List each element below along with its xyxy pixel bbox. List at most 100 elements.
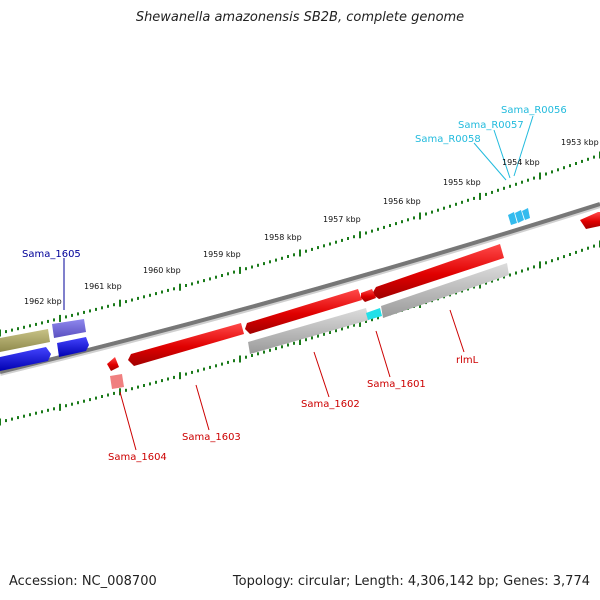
- callout-line-r0056: [513, 115, 534, 177]
- ruler-upper-minor-tick: [353, 235, 355, 239]
- ruler-lower-minor-tick: [107, 393, 109, 397]
- gene-sama-1603: [128, 323, 244, 366]
- ruler-lower-minor-tick: [245, 355, 247, 359]
- ruler-upper-minor-tick: [155, 292, 157, 296]
- ruler-upper-minor-tick: [77, 312, 79, 316]
- ruler-lower-minor-tick: [347, 325, 349, 329]
- ruler-upper-minor-tick: [53, 318, 55, 322]
- ruler-upper-minor-tick: [11, 328, 13, 332]
- ruler-upper-major-tick: [359, 231, 361, 239]
- ruler-upper-minor-tick: [35, 322, 37, 326]
- ruler-lower-minor-tick: [29, 413, 31, 417]
- ruler-upper-major-tick: [239, 266, 241, 274]
- ruler-lower-minor-tick: [113, 391, 115, 395]
- ruler-lower-minor-tick: [263, 350, 265, 354]
- ruler-upper-minor-tick: [161, 290, 163, 294]
- label-sama-1602: Sama_1602: [301, 399, 360, 410]
- ruler-upper-minor-tick: [215, 275, 217, 279]
- ruler-lower-minor-tick: [23, 414, 25, 418]
- ruler-upper-major-tick: [539, 172, 541, 180]
- ruler-lower-minor-tick: [233, 359, 235, 363]
- label-rlml: rlmL: [456, 355, 479, 366]
- ruler-lower-minor-tick: [89, 398, 91, 402]
- ruler-lower-minor-tick: [203, 367, 205, 371]
- ruler-lower-minor-tick: [191, 370, 193, 374]
- tick-label-1957: 1957 kbp: [323, 215, 361, 224]
- ruler-lower-minor-tick: [17, 416, 19, 420]
- ruler-lower-minor-tick: [527, 267, 529, 271]
- gene-sama-1601: [361, 289, 376, 302]
- ruler-upper-minor-tick: [377, 227, 379, 231]
- ruler-upper-minor-tick: [197, 280, 199, 284]
- ruler-lower-minor-tick: [167, 377, 169, 381]
- ruler-lower-minor-tick: [227, 360, 229, 364]
- ruler-upper-major-tick: [299, 249, 301, 257]
- ruler-lower-minor-tick: [323, 332, 325, 336]
- ruler-upper-major-tick: [479, 192, 481, 200]
- ruler-upper-minor-tick: [515, 182, 517, 186]
- callout-line-sama-1603: [195, 384, 210, 431]
- ruler-lower-major-tick: [359, 319, 361, 327]
- ruler-upper-minor-tick: [305, 249, 307, 253]
- ruler-lower-minor-tick: [221, 362, 223, 366]
- ruler-lower-major-tick: [119, 388, 121, 396]
- tick-label-1955: 1955 kbp: [443, 178, 481, 187]
- ruler-lower-minor-tick: [131, 387, 133, 391]
- ruler-lower-minor-tick: [569, 253, 571, 256]
- ruler-lower-minor-tick: [161, 379, 163, 383]
- ruler-lower-minor-tick: [257, 352, 259, 356]
- gene-sama-1601-annotation: [366, 308, 382, 320]
- ruler-upper-minor-tick: [569, 164, 571, 168]
- tick-label-1962: 1962 kbp: [24, 297, 62, 306]
- tick-label-1954: 1954 kbp: [502, 158, 540, 167]
- ruler-lower-minor-tick: [515, 271, 517, 275]
- ruler-upper-minor-tick: [395, 222, 397, 226]
- tick-label-1959: 1959 kbp: [203, 250, 241, 259]
- gene-reverse-blue-2: [0, 347, 51, 371]
- ruler-lower-minor-tick: [467, 287, 469, 291]
- ruler-lower-minor-tick: [485, 281, 487, 285]
- label-sama-r0057: Sama_R0057: [458, 120, 524, 131]
- ruler-lower-minor-tick: [101, 395, 103, 398]
- ruler-upper-minor-tick: [167, 288, 169, 292]
- ruler-lower-minor-tick: [251, 354, 253, 357]
- ruler-lower-minor-tick: [185, 372, 187, 376]
- tick-label-1960: 1960 kbp: [143, 266, 181, 275]
- ruler-upper-minor-tick: [65, 315, 67, 319]
- ruler-upper-minor-tick: [95, 307, 97, 311]
- ruler-upper-minor-tick: [23, 325, 25, 329]
- ruler-lower-minor-tick: [581, 248, 583, 252]
- ruler-upper-minor-tick: [71, 313, 73, 317]
- callout-line-sama-1604: [119, 391, 137, 451]
- ruler-upper-minor-tick: [251, 265, 253, 269]
- ruler-lower-minor-tick: [65, 404, 67, 408]
- ruler-lower-minor-tick: [311, 336, 313, 340]
- ruler-lower-major-tick: [0, 418, 1, 426]
- ruler-lower-minor-tick: [377, 316, 379, 320]
- ruler-upper-minor-tick: [113, 303, 115, 307]
- trna-marker-r0058: [508, 212, 517, 225]
- ruler-lower-minor-tick: [47, 408, 49, 412]
- label-sama-1601: Sama_1601: [367, 379, 426, 390]
- label-sama-1603: Sama_1603: [182, 432, 241, 443]
- ruler-lower-minor-tick: [575, 250, 577, 254]
- ruler-upper-minor-tick: [191, 282, 193, 286]
- ruler-upper-major-tick: [59, 314, 61, 322]
- ruler-upper-minor-tick: [431, 210, 433, 214]
- ruler-upper-minor-tick: [41, 321, 43, 325]
- ruler-upper-minor-tick: [47, 319, 49, 323]
- ruler-lower-minor-tick: [557, 257, 559, 261]
- callout-line-sama-1602: [313, 351, 330, 398]
- ruler-upper-major-tick: [419, 212, 421, 220]
- ruler-upper-minor-tick: [107, 304, 109, 308]
- gene-sama-1602-annotation: [248, 308, 369, 354]
- ruler-upper-minor-tick: [437, 208, 439, 212]
- ruler-upper-minor-tick: [5, 330, 7, 334]
- ruler-upper-minor-tick: [101, 306, 103, 310]
- ruler-upper-minor-tick: [293, 253, 295, 257]
- ruler-lower-minor-tick: [5, 419, 7, 423]
- ruler-lower-minor-tick: [335, 329, 337, 333]
- ruler-lower-minor-tick: [287, 343, 289, 347]
- tick-label-1956: 1956 kbp: [383, 197, 421, 206]
- ruler-upper-minor-tick: [131, 298, 133, 302]
